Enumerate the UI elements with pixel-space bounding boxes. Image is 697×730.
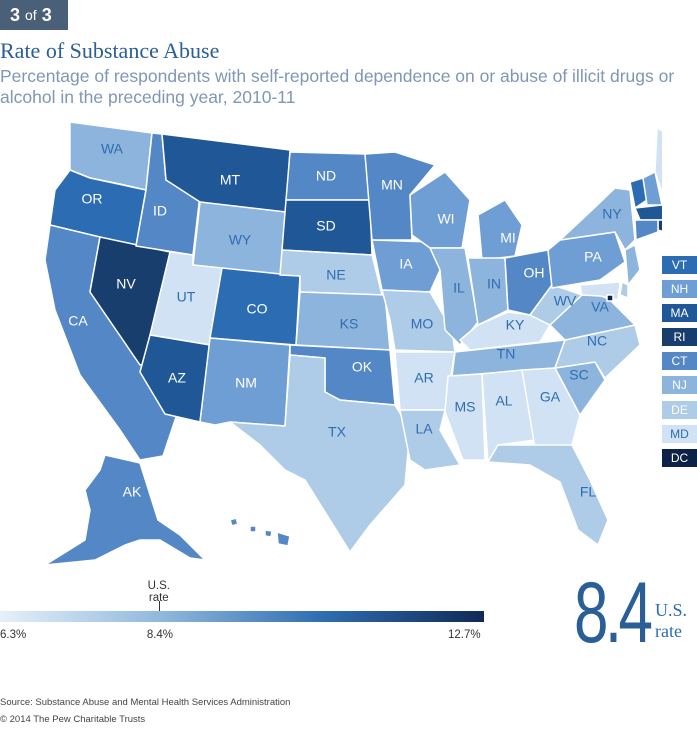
page-separator: of — [25, 7, 37, 23]
state-label-AZ: AZ — [168, 370, 186, 386]
small-state-RI[interactable]: RI — [662, 328, 697, 347]
scale-max-label: 12.7% — [448, 629, 481, 641]
state-label-HI: HI — [256, 534, 270, 550]
map-title: Rate of Substance Abuse — [0, 38, 220, 63]
state-NY[interactable] — [559, 187, 636, 251]
state-ME[interactable] — [654, 127, 662, 200]
state-label-TN: TN — [497, 346, 516, 362]
state-label-IN: IN — [487, 276, 501, 292]
state-HI[interactable] — [229, 517, 291, 547]
state-IL[interactable] — [429, 247, 479, 346]
state-AL[interactable] — [481, 369, 536, 463]
state-NH[interactable] — [642, 171, 662, 206]
state-label-MN: MN — [381, 177, 403, 193]
small-state-MA[interactable]: MA — [662, 304, 697, 323]
state-label-MI: MI — [500, 230, 516, 246]
small-state-DC[interactable]: DC — [662, 448, 697, 467]
us-choropleth-map: WA OR CA NV ID MT WY UT AZ CO NM ND SD N… — [44, 121, 662, 566]
state-label-TX: TX — [328, 424, 347, 440]
state-label-CA: CA — [68, 313, 88, 329]
state-label-WV: WV — [554, 293, 577, 309]
us-rate-label: U.S. rate — [655, 600, 688, 641]
state-MS[interactable] — [444, 373, 486, 461]
state-CT[interactable] — [634, 219, 659, 241]
state-MA[interactable] — [634, 204, 662, 221]
state-MI[interactable] — [477, 199, 523, 261]
state-label-FL: FL — [580, 484, 597, 500]
us-rate-value: 8.4 — [574, 565, 653, 661]
state-label-MT: MT — [220, 172, 241, 188]
state-label-NM: NM — [235, 375, 257, 391]
source-note: Source: Substance Abuse and Mental Healt… — [0, 697, 291, 708]
scale-gradient-bar — [0, 611, 484, 622]
state-DE[interactable] — [619, 281, 629, 299]
state-label-AR: AR — [414, 370, 433, 386]
state-label-SC: SC — [569, 367, 588, 383]
state-label-MS: MS — [455, 399, 476, 415]
state-WV[interactable] — [529, 284, 583, 326]
map-subtitle: Percentage of respondents with self-repo… — [0, 66, 675, 107]
state-label-PA: PA — [584, 249, 602, 265]
state-label-LA: LA — [415, 421, 433, 437]
state-AK[interactable] — [44, 454, 206, 566]
state-label-ND: ND — [316, 168, 336, 184]
small-state-CT[interactable]: CT — [662, 352, 697, 371]
state-label-AK: AK — [123, 484, 142, 500]
state-DC[interactable] — [606, 294, 614, 302]
state-label-KS: KS — [340, 316, 359, 332]
page-total: 3 — [41, 4, 52, 25]
state-label-NY: NY — [602, 206, 622, 222]
state-label-NE: NE — [326, 267, 345, 283]
small-state-DE[interactable]: DE — [662, 400, 697, 419]
state-label-WI: WI — [437, 211, 454, 227]
state-label-UT: UT — [177, 289, 196, 305]
page-current: 3 — [10, 4, 21, 25]
small-states-legend: VT NH MA RI CT NJ DE MD DC — [662, 256, 697, 473]
state-label-SD: SD — [316, 218, 335, 234]
small-state-VT[interactable]: VT — [662, 256, 697, 274]
state-TX[interactable] — [229, 354, 411, 553]
state-label-OK: OK — [352, 359, 373, 375]
color-scale-legend: U.S. rate 6.3% 8.4% 12.7% — [0, 578, 490, 648]
state-label-MO: MO — [411, 316, 434, 332]
state-label-GA: GA — [540, 389, 561, 405]
state-labels: WA OR CA NV ID MT WY UT AZ CO NM ND SD N… — [68, 141, 622, 550]
state-FL[interactable] — [487, 444, 609, 546]
state-label-WY: WY — [229, 232, 252, 248]
page-indicator-badge: 3 of 3 — [0, 0, 68, 30]
scale-us-label: 8.4% — [146, 629, 174, 641]
state-label-KY: KY — [506, 317, 525, 333]
state-label-ID: ID — [153, 203, 167, 219]
state-label-OR: OR — [82, 191, 103, 207]
state-label-IL: IL — [453, 280, 465, 296]
state-label-CO: CO — [247, 301, 268, 317]
state-label-NV: NV — [116, 276, 136, 292]
state-label-VA: VA — [591, 299, 609, 315]
scale-min-label: 6.3% — [0, 629, 27, 641]
state-NJ[interactable] — [624, 244, 641, 286]
state-label-NC: NC — [587, 333, 607, 349]
copyright-note: © 2014 The Pew Charitable Trusts — [0, 714, 146, 725]
state-label-AL: AL — [495, 393, 512, 409]
state-AZ[interactable] — [139, 334, 211, 423]
scale-us-marker-label: U.S. rate — [147, 580, 170, 604]
small-state-NH[interactable]: NH — [662, 280, 697, 299]
small-state-MD[interactable]: MD — [662, 424, 697, 443]
state-label-IA: IA — [399, 256, 413, 272]
state-label-OH: OH — [524, 265, 545, 281]
small-state-NJ[interactable]: NJ — [662, 376, 697, 395]
state-label-WA: WA — [101, 141, 124, 157]
